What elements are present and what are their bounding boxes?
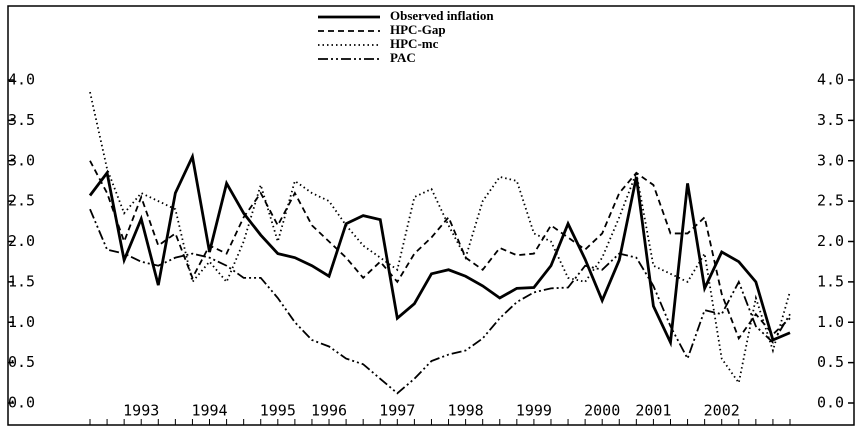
x-tick-label: 2000: [584, 402, 620, 420]
x-tick-label: 2001: [635, 402, 671, 420]
x-tick-label: 1995: [260, 402, 296, 420]
y2-tick-label: 2.5: [817, 192, 844, 210]
y2-tick-label: 3.5: [817, 111, 844, 129]
legend-label: HPC-mc: [390, 36, 439, 51]
y-tick-label: 0.0: [8, 394, 35, 412]
y-tick-label: 1.0: [8, 313, 35, 331]
x-tick-label: 1998: [448, 402, 484, 420]
x-tick-label: 1993: [123, 402, 159, 420]
legend-label: Observed inflation: [390, 8, 494, 23]
series-line: [89, 91, 791, 386]
y-tick-label: 3.0: [8, 151, 35, 169]
y-tick-label: 3.5: [8, 111, 35, 129]
y-tick-label: 0.5: [8, 353, 35, 371]
series-line: [89, 160, 791, 341]
y2-tick-label: 2.0: [817, 232, 844, 250]
y2-tick-label: 0.0: [817, 394, 844, 412]
x-tick-label: 1997: [379, 402, 415, 420]
y2-tick-label: 1.0: [817, 313, 844, 331]
y2-tick-label: 0.5: [817, 353, 844, 371]
legend-label: PAC: [390, 50, 416, 65]
x-tick-label: 1996: [311, 402, 347, 420]
x-tick-label: 1999: [516, 402, 552, 420]
y2-tick-label: 4.0: [817, 71, 844, 89]
y-tick-label: 2.5: [8, 192, 35, 210]
series-line: [89, 208, 791, 395]
y-tick-label: 1.5: [8, 272, 35, 290]
y-tick-label: 4.0: [8, 71, 35, 89]
y2-tick-label: 1.5: [817, 272, 844, 290]
legend-label: HPC-Gap: [390, 22, 446, 37]
y2-tick-label: 3.0: [817, 151, 844, 169]
x-tick-label: 2002: [704, 402, 740, 420]
series-line: [88, 152, 791, 348]
y-tick-label: 2.0: [8, 232, 35, 250]
x-tick-label: 1994: [191, 402, 227, 420]
